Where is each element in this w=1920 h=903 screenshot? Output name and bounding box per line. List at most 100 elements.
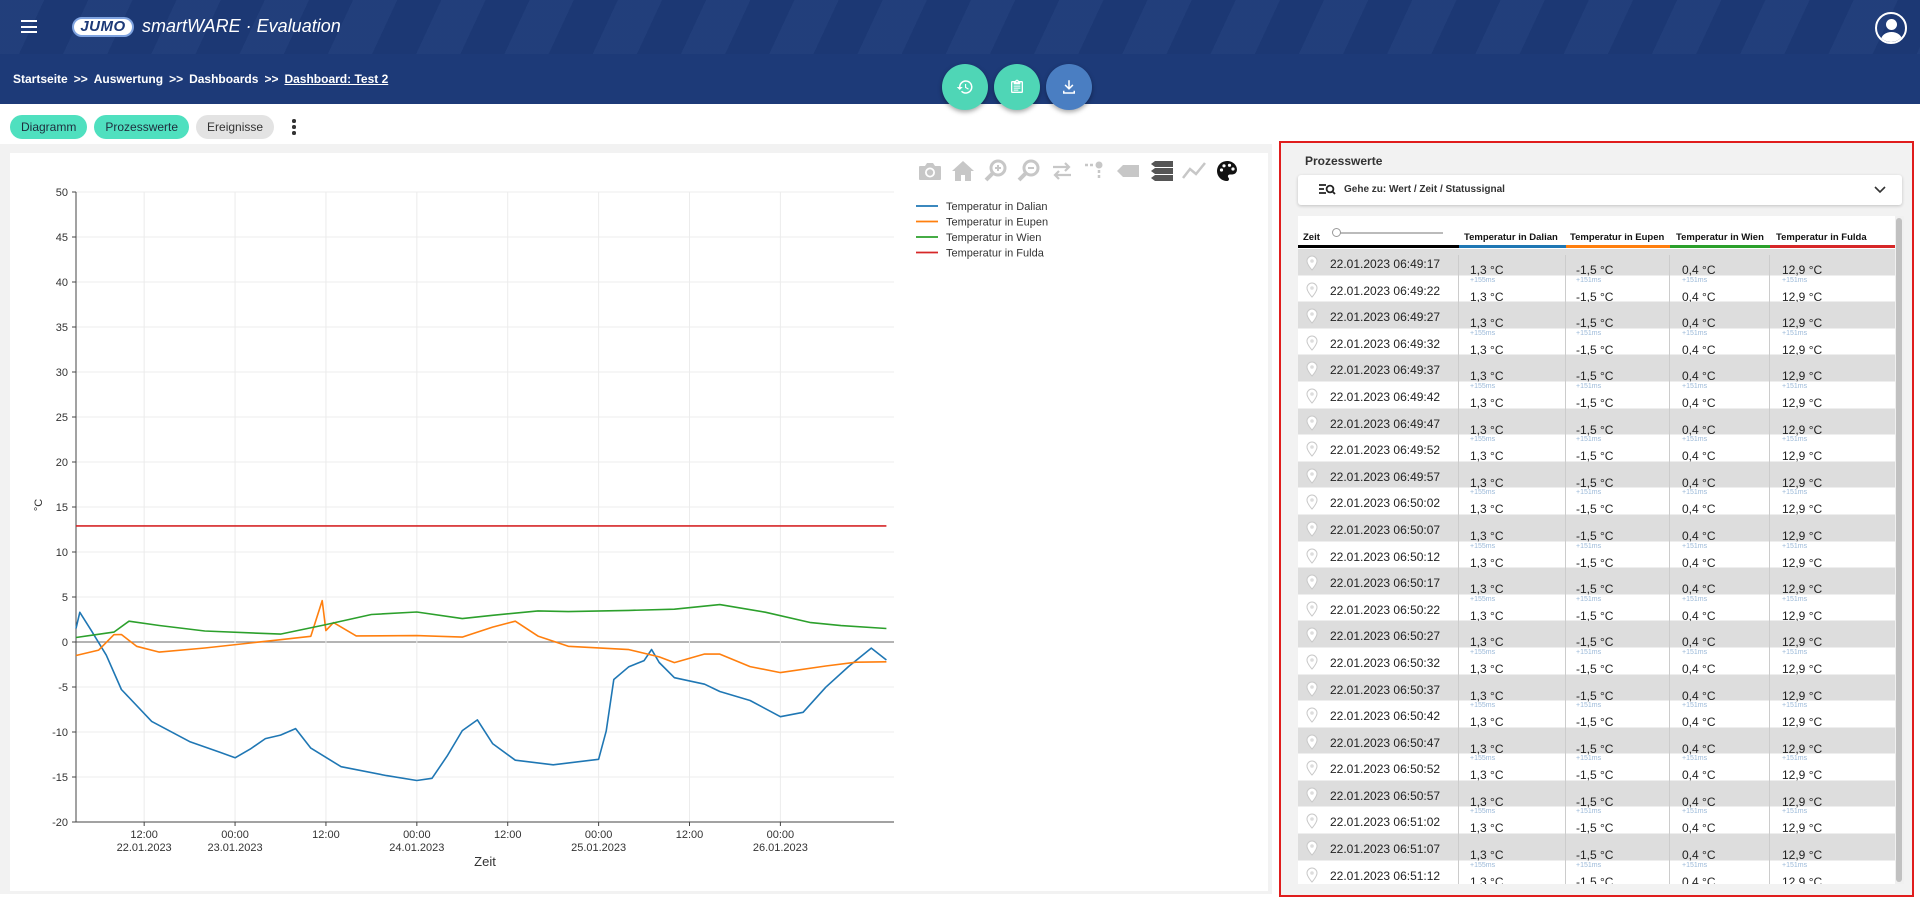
table-row[interactable]: 22.01.2023 06:50:02 +155ms 1,3 °C +151ms -1,…: [1298, 488, 1895, 516]
column-divider: [1669, 807, 1670, 835]
hover-closest-icon[interactable]: [1111, 158, 1144, 184]
marker-pin-icon[interactable]: [1305, 521, 1319, 537]
column-divider: [1458, 408, 1459, 436]
marker-pin-icon[interactable]: [1305, 813, 1319, 830]
tab-ereignisse[interactable]: Ereignisse: [196, 115, 275, 139]
column-header-wien[interactable]: Temperatur in Wien: [1676, 232, 1764, 243]
table-row[interactable]: 22.01.2023 06:50:32 +155ms 1,3 °C +151ms -1,…: [1298, 647, 1895, 676]
table-row[interactable]: 22.01.2023 06:49:27 1,3 °C -1,5 °C 0,4 °C 12…: [1298, 302, 1895, 330]
pan-horizontal-icon[interactable]: [1045, 158, 1078, 184]
marker-pin-icon[interactable]: [1305, 654, 1319, 670]
series-line[interactable]: [75, 603, 887, 639]
line-style-icon[interactable]: [1177, 158, 1210, 184]
user-account-icon[interactable]: [1875, 12, 1907, 44]
table-row[interactable]: 22.01.2023 06:50:42 +155ms 1,3 °C +151ms -1,…: [1298, 701, 1895, 729]
table-row[interactable]: 22.01.2023 06:50:57 1,3 °C -1,5 °C 0,4 °C 12…: [1298, 780, 1895, 809]
table-row[interactable]: 22.01.2023 06:50:47 1,3 °C -1,5 °C 0,4 °C 12…: [1298, 727, 1895, 756]
table-row[interactable]: 22.01.2023 06:51:02 +155ms 1,3 °C +151ms -1,…: [1298, 807, 1895, 835]
table-row[interactable]: 22.01.2023 06:49:32 +155ms 1,3 °C +151ms -1,…: [1298, 328, 1895, 357]
table-row[interactable]: 22.01.2023 06:50:07 1,3 °C -1,5 °C 0,4 °C 12…: [1298, 514, 1895, 543]
marker-pin-icon[interactable]: [1305, 627, 1319, 644]
tab-diagramm[interactable]: Diagramm: [10, 115, 88, 139]
marker-pin-icon[interactable]: [1305, 760, 1319, 777]
marker-pin-icon[interactable]: [1305, 707, 1319, 723]
zeit-slider-handle[interactable]: [1332, 228, 1341, 237]
marker-pin-icon[interactable]: [1305, 494, 1319, 511]
clipboard-button[interactable]: [994, 64, 1040, 110]
column-header-eupen[interactable]: Temperatur in Eupen: [1570, 232, 1665, 243]
table-row[interactable]: 22.01.2023 06:49:42 +155ms 1,3 °C +151ms -1,…: [1298, 381, 1895, 410]
goto-dropdown[interactable]: Gehe zu: Wert / Zeit / Statussignal: [1298, 175, 1902, 205]
table-row[interactable]: 22.01.2023 06:50:52 +155ms 1,3 °C +151ms -1,…: [1298, 754, 1895, 782]
home-icon[interactable]: [946, 158, 979, 184]
marker-pin-icon[interactable]: [1305, 548, 1319, 564]
row-offset-ms: +151ms: [1682, 276, 1708, 284]
breadcrumb-dashboards[interactable]: Dashboards: [189, 72, 259, 86]
table-row[interactable]: 22.01.2023 06:49:37 1,3 °C -1,5 °C 0,4 °C 12…: [1298, 355, 1895, 383]
column-header-fulda[interactable]: Temperatur in Fulda: [1776, 232, 1867, 243]
marker-pin-icon[interactable]: [1305, 601, 1319, 617]
marker-pin-icon[interactable]: [1305, 308, 1319, 324]
legend-item[interactable]: Temperatur in Eupen: [946, 217, 1048, 229]
tab-prozesswerte[interactable]: Prozesswerte: [94, 115, 190, 139]
legend-item[interactable]: Temperatur in Dalian: [946, 201, 1048, 213]
series-line[interactable]: [75, 599, 887, 674]
row-value: 12,9 °C: [1782, 688, 1823, 703]
marker-pin-icon[interactable]: [1305, 867, 1319, 883]
row-value: -1,5 °C: [1576, 263, 1614, 277]
column-divider: [1458, 568, 1459, 596]
table-row[interactable]: 22.01.2023 06:50:17 1,3 °C -1,5 °C 0,4 °C 12…: [1298, 568, 1895, 597]
column-header-dalian[interactable]: Temperatur in Dalian: [1464, 232, 1558, 243]
marker-pin-icon[interactable]: [1305, 734, 1319, 750]
marker-pin-icon[interactable]: [1305, 787, 1319, 803]
column-underline-fulda: [1770, 245, 1895, 248]
zeit-slider[interactable]: [1333, 232, 1443, 234]
download-button[interactable]: [1046, 64, 1092, 110]
camera-icon[interactable]: [913, 158, 946, 184]
table-row[interactable]: 22.01.2023 06:50:12 +155ms 1,3 °C +151ms -1,…: [1298, 541, 1895, 570]
zoom-out-icon[interactable]: [1012, 158, 1045, 184]
row-offset-ms: +151ms: [1782, 861, 1808, 869]
column-header-zeit[interactable]: Zeit: [1303, 232, 1320, 243]
table-row[interactable]: 22.01.2023 06:49:22 +155ms 1,3 °C +151ms -1,…: [1298, 275, 1895, 304]
table-row[interactable]: 22.01.2023 06:49:52 +155ms 1,3 °C +151ms -1,…: [1298, 435, 1895, 463]
column-underline-eupen: [1566, 245, 1670, 248]
breadcrumb-current[interactable]: Dashboard: Test 2: [284, 72, 389, 86]
table-row[interactable]: 22.01.2023 06:49:47 1,3 °C -1,5 °C 0,4 °C 12…: [1298, 408, 1895, 437]
table-row[interactable]: 22.01.2023 06:50:27 1,3 °C -1,5 °C 0,4 °C 12…: [1298, 621, 1895, 649]
marker-pin-icon[interactable]: [1305, 361, 1319, 378]
marker-pin-icon[interactable]: [1305, 680, 1319, 697]
marker-pin-icon[interactable]: [1305, 468, 1319, 484]
row-value: -1,5 °C: [1576, 582, 1614, 597]
breadcrumb-auswertung[interactable]: Auswertung: [93, 72, 164, 86]
marker-pin-icon[interactable]: [1305, 282, 1319, 298]
line-chart[interactable]: 50454035302520151050-5-10-15-2012:0022.0…: [10, 185, 1260, 890]
marker-pin-icon[interactable]: [1305, 415, 1319, 431]
menu-icon[interactable]: [21, 20, 37, 33]
table-row[interactable]: 22.01.2023 06:51:12 +155ms 1,3 °C +151ms -1,…: [1298, 860, 1895, 884]
legend-item[interactable]: Temperatur in Wien: [946, 232, 1041, 244]
hover-compare-icon[interactable]: [1144, 158, 1177, 184]
breadcrumb-startseite[interactable]: Startseite: [13, 72, 68, 86]
palette-icon[interactable]: [1210, 158, 1243, 184]
marker-pin-icon[interactable]: [1305, 255, 1319, 271]
column-divider: [1565, 807, 1566, 835]
marker-pin-icon[interactable]: [1305, 840, 1319, 856]
marker-pin-icon[interactable]: [1305, 388, 1319, 404]
table-row[interactable]: 22.01.2023 06:50:22 +155ms 1,3 °C +151ms -1,…: [1298, 594, 1895, 623]
column-divider: [1458, 488, 1459, 516]
table-row[interactable]: 22.01.2023 06:50:37 1,3 °C -1,5 °C 0,4 °C 12…: [1298, 674, 1895, 703]
table-row[interactable]: 22.01.2023 06:51:07 1,3 °C -1,5 °C 0,4 °C 12…: [1298, 834, 1895, 862]
marker-pin-icon[interactable]: [1305, 335, 1319, 351]
marker-pin-icon[interactable]: [1305, 441, 1319, 457]
spike-lines-icon[interactable]: [1078, 158, 1111, 184]
legend-item[interactable]: Temperatur in Fulda: [946, 248, 1045, 260]
marker-pin-icon[interactable]: [1305, 574, 1319, 590]
series-line[interactable]: [75, 611, 887, 782]
table-scrollbar-thumb[interactable]: [1896, 218, 1902, 882]
history-button[interactable]: [942, 64, 988, 110]
table-row[interactable]: 22.01.2023 06:49:57 1,3 °C -1,5 °C 0,4 °C 12…: [1298, 461, 1895, 490]
column-divider: [1458, 754, 1459, 782]
more-options-icon[interactable]: [287, 117, 301, 137]
zoom-in-icon[interactable]: [979, 158, 1012, 184]
